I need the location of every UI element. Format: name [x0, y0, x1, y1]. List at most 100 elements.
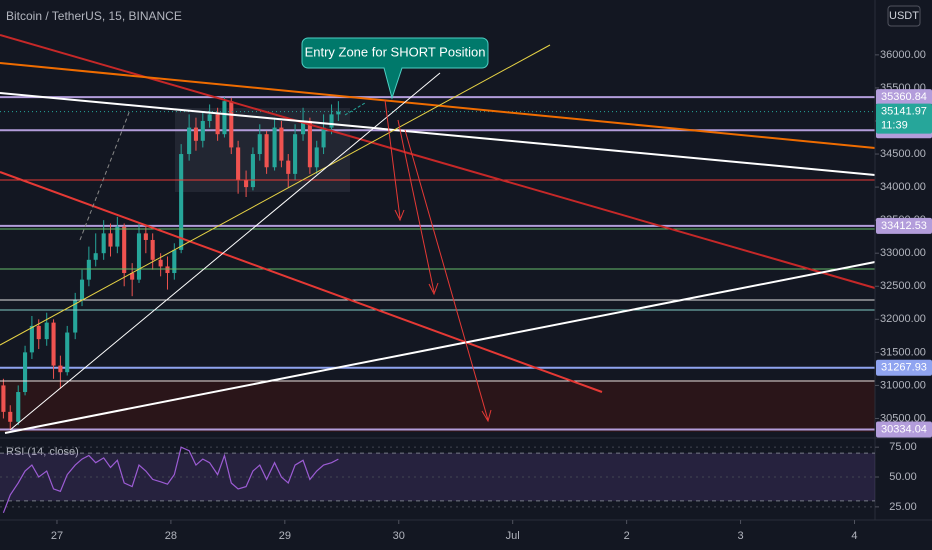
- candle-body: [58, 365, 63, 373]
- candle-body: [257, 134, 262, 155]
- y-tick-label: 32000.00: [880, 313, 926, 325]
- y-tick-label: 30500.00: [880, 412, 926, 424]
- candle-body: [293, 134, 298, 174]
- trend-line: [4, 261, 876, 434]
- candle-body: [286, 160, 291, 174]
- drawings: [0, 34, 876, 434]
- candle-body: [115, 226, 120, 247]
- candle-body: [16, 392, 21, 422]
- candle-body: [244, 180, 249, 188]
- candle-body: [93, 253, 98, 260]
- callout-text: Entry Zone for SHORT Position: [305, 44, 486, 59]
- candle-body: [222, 101, 227, 135]
- chart-title: Bitcoin / TetherUS, 15, BINANCE: [6, 9, 182, 23]
- candle-body: [272, 127, 277, 168]
- zone: [0, 380, 875, 432]
- y-tick-label: 34500.00: [880, 148, 926, 160]
- x-tick-label: Jul: [506, 530, 520, 542]
- candle-body: [79, 279, 85, 300]
- last-price-label: 35141.97: [881, 106, 927, 118]
- candle-body: [165, 266, 170, 274]
- price-tag: [876, 359, 932, 376]
- x-tick-label: 2: [624, 530, 630, 542]
- x-tick-label: 3: [737, 530, 743, 542]
- candle-body: [301, 120, 306, 135]
- candle-body: [229, 101, 234, 148]
- candle-body: [36, 325, 41, 340]
- trend-line: [9, 72, 441, 431]
- candle-body: [44, 322, 49, 340]
- x-tick-label: 28: [165, 530, 177, 542]
- price-tag: [876, 89, 932, 106]
- candle-body: [122, 226, 127, 274]
- candle-body: [307, 120, 312, 168]
- price-tag: [876, 421, 932, 438]
- candle-body: [200, 120, 205, 141]
- currency: USDT: [889, 10, 919, 22]
- callout: [301, 37, 489, 100]
- countdown: 11:39: [881, 120, 908, 132]
- y-tick-label: 34000.00: [880, 181, 926, 193]
- x-tick-label: 27: [51, 530, 63, 542]
- candle-body: [136, 233, 142, 280]
- price-tag-label: 35360.84: [881, 91, 927, 103]
- candle-body: [236, 147, 241, 181]
- x-tick-label: 30: [393, 530, 405, 542]
- trend-line: [0, 171, 603, 393]
- candle-body: [23, 352, 28, 393]
- price-tag-label: 31267.93: [881, 362, 927, 374]
- y-tick-label: 32500.00: [880, 280, 926, 292]
- candle-body: [86, 259, 91, 280]
- y-tick-label: 31500.00: [880, 346, 926, 358]
- candle-body: [321, 127, 326, 148]
- candle-body: [73, 299, 78, 333]
- trend-line: [0, 62, 876, 149]
- price-tag-label: 33412.53: [881, 220, 927, 232]
- rsi-line: [2, 446, 339, 514]
- rsi-title: RSI (14, close): [6, 446, 79, 458]
- arrow: [384, 99, 401, 219]
- last-price-tag: [876, 103, 932, 134]
- currency-box: [887, 5, 921, 27]
- candle-body: [51, 322, 56, 366]
- y-tick-label: 36000.00: [880, 49, 926, 61]
- candle-body: [279, 127, 284, 161]
- candle-body: [250, 154, 255, 188]
- candle-body: [130, 273, 135, 280]
- rsi-tick-label: 75.00: [889, 441, 917, 453]
- candle-body: [29, 325, 34, 353]
- candle-body: [264, 134, 269, 168]
- candle-body: [101, 233, 106, 254]
- candle-body: [336, 111, 341, 115]
- candle-body: [193, 127, 199, 141]
- trend-line: [0, 92, 876, 176]
- y-tick-label: 31000.00: [880, 379, 926, 391]
- candle-body: [150, 239, 155, 260]
- trend-line: [79, 109, 131, 241]
- plot: [0, 96, 875, 431]
- candle-body: [158, 259, 163, 267]
- price-tag-label: 30334.04: [881, 423, 927, 435]
- candle-body: [329, 114, 334, 128]
- candle-body: [143, 233, 148, 240]
- candle-body: [187, 127, 192, 155]
- x-tick-label: 29: [279, 530, 291, 542]
- candle-body: [215, 114, 220, 135]
- rsi-tick-label: 50.00: [889, 471, 917, 483]
- candle-body: [172, 249, 177, 274]
- candle-body: [314, 147, 319, 168]
- candle-body: [1, 385, 6, 412]
- arrow: [397, 119, 435, 293]
- rsi-tick-label: 25.00: [889, 501, 917, 513]
- y-tick-label: 33000.00: [880, 247, 926, 259]
- arrow-head: [394, 209, 492, 423]
- candle-body: [65, 332, 70, 373]
- x-tick-label: 4: [851, 530, 857, 542]
- candle-body: [179, 154, 184, 250]
- trend-line: [0, 44, 551, 346]
- candle-body: [108, 233, 113, 247]
- price-tag: [876, 217, 932, 234]
- arrow: [344, 102, 366, 116]
